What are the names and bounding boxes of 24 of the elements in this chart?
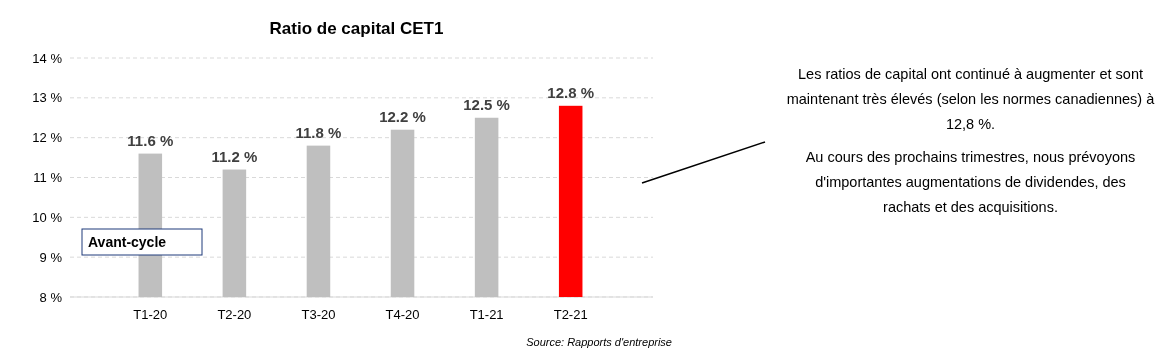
x-tick-label: T2-20 (217, 307, 252, 322)
data-label: 12.5 % (463, 95, 510, 113)
x-tick-label: T2-21 (553, 307, 588, 322)
source-note: Source: Rapports d'entreprise (526, 336, 672, 348)
y-tick-label: 12 % (32, 130, 63, 146)
data-label: 12.8 % (547, 83, 595, 101)
y-tick-label: 13 % (32, 90, 63, 106)
data-label: 11.2 % (211, 147, 258, 165)
data-label: 11.8 % (295, 123, 342, 141)
y-tick-label: 9 % (39, 249, 63, 265)
data-label: 12.2 % (379, 107, 426, 125)
text: Au cours des prochains trimestres, nous prévoyons d'importantes augmentations de dividendes, des rachats et des acquisitions. (804, 148, 1137, 217)
text: Les ratios de capital ont continué à augmenter et sont maintenant très élevés (selon les normes canadiennes) à 12,8 %. (785, 65, 1156, 134)
y-tick-label: 14 % (32, 50, 63, 66)
y-tick-label: 8 % (39, 289, 63, 305)
x-tick-label: T3-20 (301, 307, 336, 322)
data-label: 11.6 % (127, 131, 174, 149)
x-tick-label: T4-20 (385, 307, 420, 322)
annotation: Avant-cycle (88, 234, 167, 250)
y-tick-label: 10 % (32, 209, 63, 225)
x-tick-label: T1-20 (133, 307, 168, 322)
y-tick-label: 11 % (33, 170, 63, 186)
chart-title: Ratio de capital CET1 (269, 19, 444, 38)
x-tick-label: T1-21 (469, 307, 504, 322)
